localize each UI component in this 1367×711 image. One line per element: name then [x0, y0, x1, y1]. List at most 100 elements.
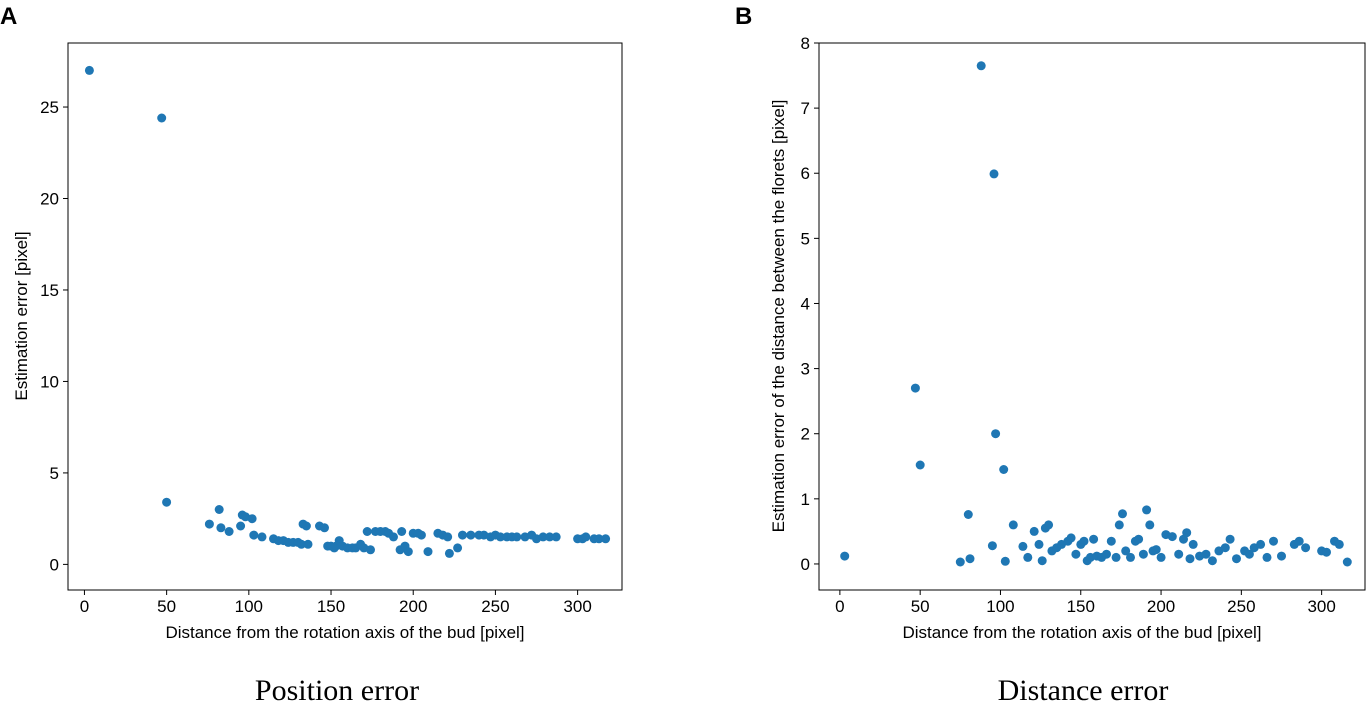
panel-b-x-tick-label: 100: [986, 597, 1014, 616]
panel-b-y-tick-label: 1: [801, 490, 810, 509]
panel-b-points: [840, 61, 1352, 567]
panel-b-x-tick-label: 300: [1307, 597, 1335, 616]
panel-b-x-tick-label: 50: [911, 597, 930, 616]
panel-b-y-tick-label: 7: [801, 99, 810, 118]
panel-a-data-point: [443, 532, 453, 542]
panel-b-data-point: [1145, 520, 1155, 530]
panel-b-data-point: [1134, 534, 1144, 544]
panel-b-data-point: [1232, 554, 1241, 564]
panel-b-data-point: [963, 510, 973, 519]
panel-b-data-point: [1138, 549, 1148, 559]
panel-b-data-point: [1269, 536, 1278, 546]
panel-b-plot-frame: [818, 42, 1366, 591]
panel-a-x-tick-label: 100: [235, 597, 263, 616]
panel-a-data-point: [512, 532, 522, 542]
panel-a-data-point: [320, 523, 329, 533]
panel-a-data-point: [236, 521, 246, 531]
panel-a-data-point: [403, 547, 413, 557]
panel-b-data-point: [991, 429, 1001, 439]
panel-b-data-point: [1029, 526, 1039, 536]
panel-b-data-point: [1000, 556, 1010, 566]
panel-a-data-point: [214, 505, 224, 514]
panel-b-x-axis-label: Distance from the rotation axis of the b…: [902, 623, 1261, 642]
panel-b-data-point: [1220, 543, 1230, 553]
panel-b-data-point: [1126, 552, 1135, 562]
panel-a-data-point: [216, 523, 226, 533]
panel-a-y-axis-label: Estimation error [pixel]: [12, 231, 31, 400]
panel-b-data-point: [1037, 556, 1047, 566]
panel-a-y-tick-label: 10: [40, 372, 59, 391]
panel-b-data-point: [1044, 520, 1054, 530]
panel-b-data-point: [1156, 552, 1166, 562]
panel-a-data-point: [249, 530, 259, 540]
panel-b-y-tick-label: 8: [801, 34, 810, 53]
panel-b-data-point: [1111, 552, 1121, 562]
panel-b-y-tick-label: 4: [801, 294, 810, 313]
panel-a-data-point: [162, 497, 172, 507]
panel-a-x-tick-label: 0: [80, 597, 89, 616]
panel-b-data-point: [1079, 536, 1089, 546]
panel-b-data-point: [1118, 509, 1127, 519]
panel-b-data-point: [987, 541, 997, 551]
panel-a: A 0 50 100 150 200 250 300 0 5 10 15 20 25 Distance …: [0, 3, 623, 707]
panel-b-data-point: [1277, 551, 1286, 561]
panel-a-data-point: [416, 530, 426, 540]
panel-b-data-point: [915, 460, 925, 470]
panel-a-data-point: [204, 519, 214, 529]
panel-a-data-point: [362, 527, 372, 536]
panel-b-data-point: [910, 383, 920, 393]
panel-b-data-point: [965, 554, 975, 564]
panel-b-data-point: [1334, 539, 1344, 549]
panel-b-data-point: [1174, 549, 1184, 559]
panel-b-data-point: [1142, 505, 1152, 515]
panel-b-data-point: [1294, 536, 1304, 546]
panel-a-data-point: [296, 539, 306, 549]
panel-a-data-point: [581, 532, 591, 542]
panel-b-data-point: [1034, 539, 1044, 549]
panel-a-data-point: [444, 548, 454, 558]
panel-b-data-point: [1256, 539, 1266, 549]
panel-b-data-point: [1342, 557, 1352, 567]
panel-a-caption: Position error: [255, 674, 419, 707]
panel-b-data-point: [1106, 536, 1116, 546]
panel-b-data-point: [1121, 546, 1131, 556]
panel-a-data-point: [224, 527, 234, 536]
panel-b-y-tick-label: 5: [801, 229, 810, 248]
panel-a-data-point: [301, 521, 311, 531]
panel-b-y-axis-label: Estimation error of the distance between…: [769, 100, 788, 533]
panel-b-data-point: [1262, 552, 1272, 562]
panel-a-letter: A: [0, 3, 17, 30]
panel-b-data-point: [1167, 532, 1177, 542]
panel-b-data-point: [989, 169, 999, 179]
panel-b-x-tick-label: 150: [1067, 597, 1095, 616]
panel-b-data-point: [1301, 543, 1311, 553]
panel-a-plot-frame: [67, 42, 623, 591]
panel-b-data-point: [1066, 533, 1076, 543]
panel-a-data-point: [538, 532, 548, 542]
panel-b-data-point: [1071, 549, 1081, 559]
panel-b-data-point: [1185, 554, 1195, 564]
panel-b-data-point: [1244, 549, 1254, 559]
panel-a-y-tick-label: 25: [40, 98, 59, 117]
panel-a-x-tick-label: 150: [317, 597, 345, 616]
panel-b-data-point: [1102, 549, 1111, 559]
panel-b-data-point: [976, 61, 986, 71]
panel-a-data-point: [303, 539, 313, 549]
panel-b-ticks: 0 50 100 150 200 250 300 0 1 2 3 4 5 6 7 8: [801, 34, 1336, 616]
panel-b: B 0 50 100 150 200 250 300 0 1 2 3 4 5 6 7 8 Distance f…: [735, 3, 1366, 707]
panel-a-data-point: [257, 532, 267, 542]
panel-b-data-point: [1207, 556, 1217, 566]
panel-b-data-point: [955, 557, 965, 567]
panel-b-y-tick-label: 3: [801, 360, 810, 379]
panel-b-y-tick-label: 6: [801, 164, 810, 183]
panel-b-data-point: [1151, 545, 1161, 555]
panel-b-y-tick-label: 0: [801, 555, 810, 574]
panel-a-data-point: [551, 532, 561, 542]
panel-a-data-point: [389, 532, 398, 542]
panel-b-x-tick-label: 250: [1227, 597, 1255, 616]
panel-a-data-point: [466, 530, 476, 540]
panel-b-y-tick-label: 2: [801, 425, 810, 444]
panel-a-y-tick-label: 0: [50, 555, 59, 574]
panel-a-x-tick-label: 250: [481, 597, 509, 616]
